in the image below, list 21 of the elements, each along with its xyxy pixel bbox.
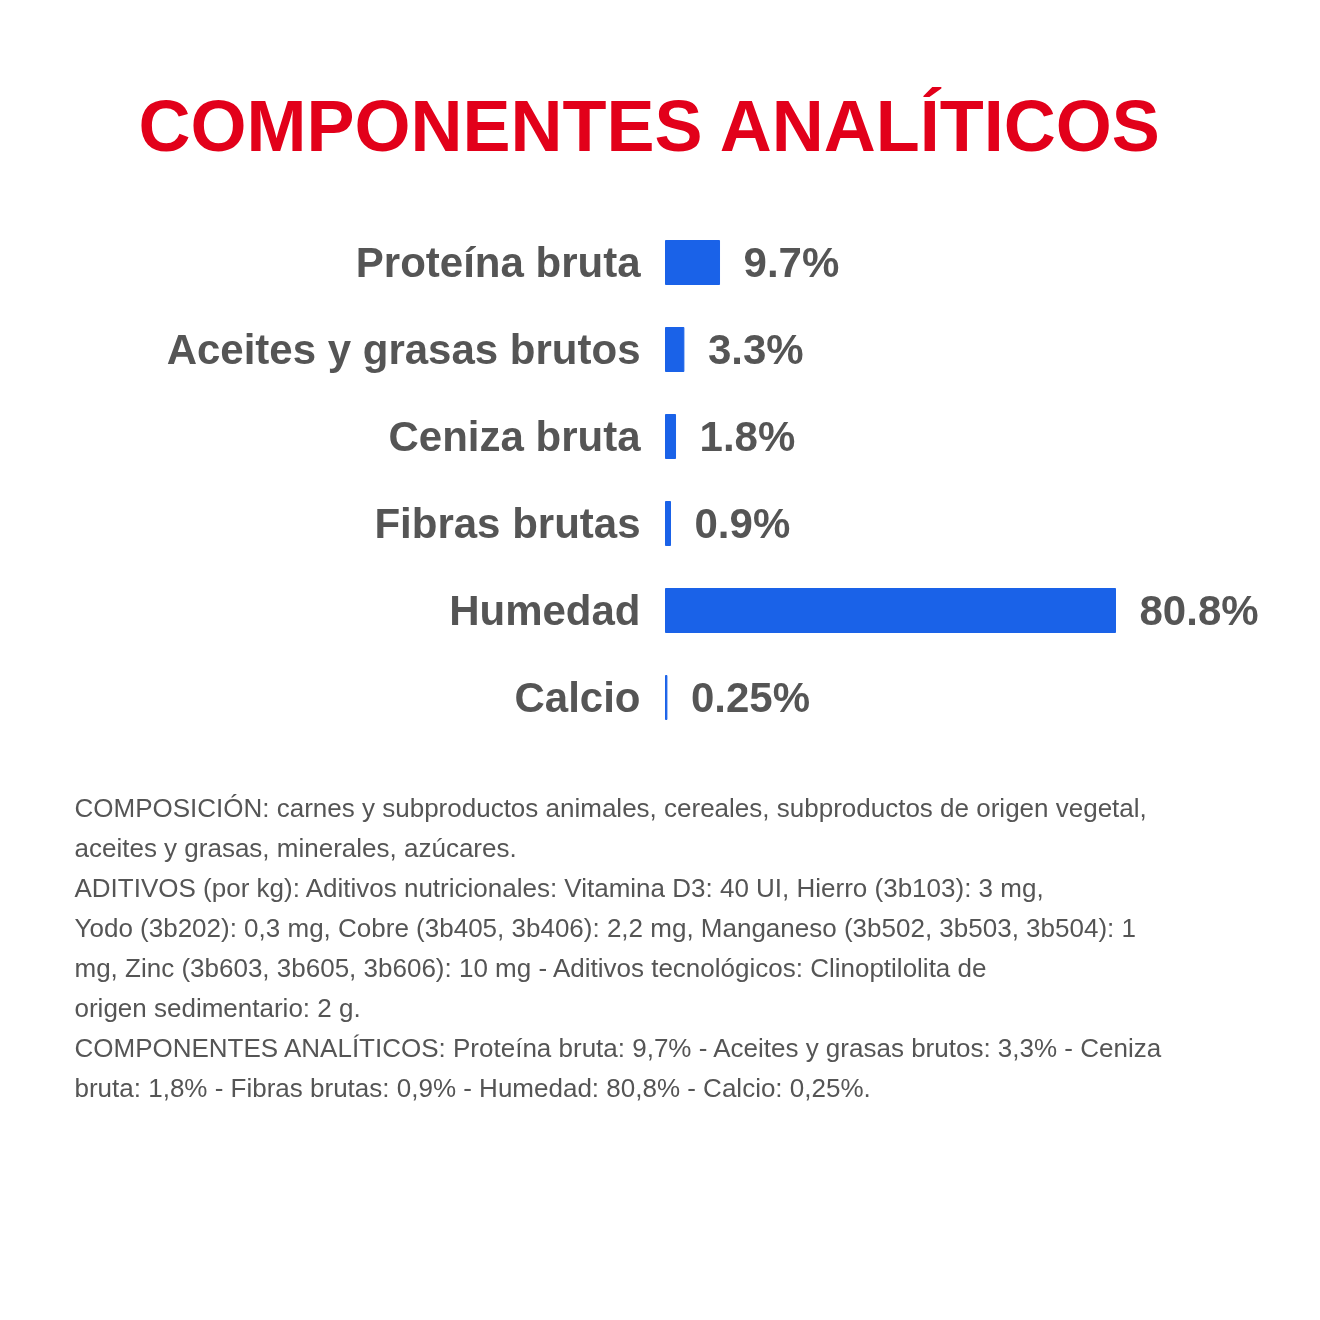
data-label: 0.9%: [694, 500, 791, 547]
y-tick-label: Aceites y grasas brutos: [166, 326, 641, 373]
text: COMPOSICIÓN: carnes y subproductos animales, cereales, subproductos de origen vegetal, aceites y grasas, minerales, azúcares.: [74, 792, 1147, 863]
text: ADITIVOS (por kg): Aditivos nutricionales: Vitamina D3: 40 UI, Hierro (3b103): 3 mg, Yodo (3b202): 0,3 mg, Cobre (3b405, 3b406): 2,2 mg, Manganeso (3b502, 3b503, 3b504): 1 mg, Zinc (3b603, 3b605, 3b606): 10 mg - Aditivos tecnológicos: Clinoptilolita de origen sedimentario: 2 g.: [74, 872, 1136, 1023]
y-tick-label: Ceniza bruta: [388, 413, 642, 460]
bar: [665, 501, 672, 546]
chart-title: COMPONENTES ANALÍTICOS: [138, 85, 1160, 166]
bar: [665, 327, 685, 372]
data-label: 1.8%: [699, 413, 796, 460]
data-label: 9.7%: [743, 239, 840, 286]
y-tick-label: Proteína bruta: [355, 239, 642, 286]
text: COMPONENTES ANALÍTICOS: Proteína bruta: 9,7% - Aceites y grasas brutos: 3,3% - Ceniza bruta: 1,8% - Fibras brutas: 0,9% - Humedad: 80,8% - Calcio: 0,25%.: [74, 1032, 1162, 1103]
y-tick-label: Calcio: [514, 674, 641, 721]
data-label: 0.25%: [690, 674, 810, 721]
bar: [665, 414, 677, 459]
bar: [665, 588, 1116, 633]
y-tick-label: Humedad: [449, 587, 641, 634]
bar: [665, 240, 721, 285]
y-tick-label: Fibras brutas: [374, 500, 641, 547]
data-label: 80.8%: [1139, 587, 1259, 634]
data-label: 3.3%: [707, 326, 804, 373]
